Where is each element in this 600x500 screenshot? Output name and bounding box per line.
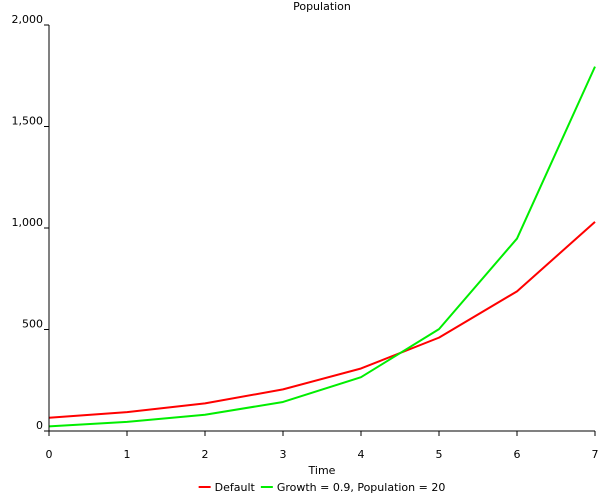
legend-label-2: Growth = 0.9, Population = 20 xyxy=(277,481,446,494)
x-tick-label: 5 xyxy=(436,448,443,461)
y-tick-label: 1,500 xyxy=(12,115,44,128)
y-tick-label: 0 xyxy=(36,419,43,432)
chart-title: Population xyxy=(293,0,351,13)
series-line-1 xyxy=(48,221,596,419)
y-tick-label: 2,000 xyxy=(12,13,44,26)
x-tick-label: 0 xyxy=(46,448,53,461)
x-tick-label: 3 xyxy=(280,448,287,461)
x-tick-label: 1 xyxy=(124,448,131,461)
legend-label-1: Default xyxy=(215,481,256,494)
x-axis-label: Time xyxy=(308,464,336,477)
legend: Default Growth = 0.9, Population = 20 xyxy=(198,481,446,494)
x-tick-label: 2 xyxy=(202,448,209,461)
y-tick-label: 1,000 xyxy=(12,216,44,229)
y-axis-ticks: 0 500 1,000 1,500 2,000 xyxy=(12,13,49,432)
x-tick-label: 7 xyxy=(592,448,599,461)
x-tick-label: 4 xyxy=(358,448,365,461)
plot-area xyxy=(48,66,596,428)
series-line-2 xyxy=(48,66,596,428)
x-tick-label: 6 xyxy=(514,448,521,461)
x-axis-ticks: 0 1 2 3 4 5 6 7 xyxy=(46,431,599,461)
y-tick-label: 500 xyxy=(22,318,43,331)
